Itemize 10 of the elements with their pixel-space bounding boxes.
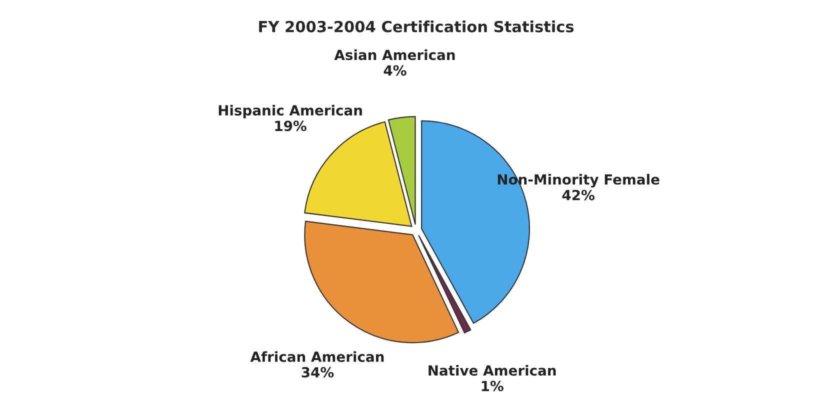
data-label: 42% [562, 190, 594, 200]
slice-label: Native American [428, 364, 556, 376]
data-label: 4% [384, 65, 406, 76]
data-label: 19% [275, 120, 306, 132]
chart-title: FY 2003-2004 Certification Statistics [259, 20, 574, 32]
slice-label: Asian American [334, 49, 455, 60]
slice-label: African American [250, 351, 384, 362]
data-label: 34% [302, 367, 334, 378]
data-label: 1% [482, 380, 504, 392]
slice-label: Hispanic American [218, 104, 362, 118]
